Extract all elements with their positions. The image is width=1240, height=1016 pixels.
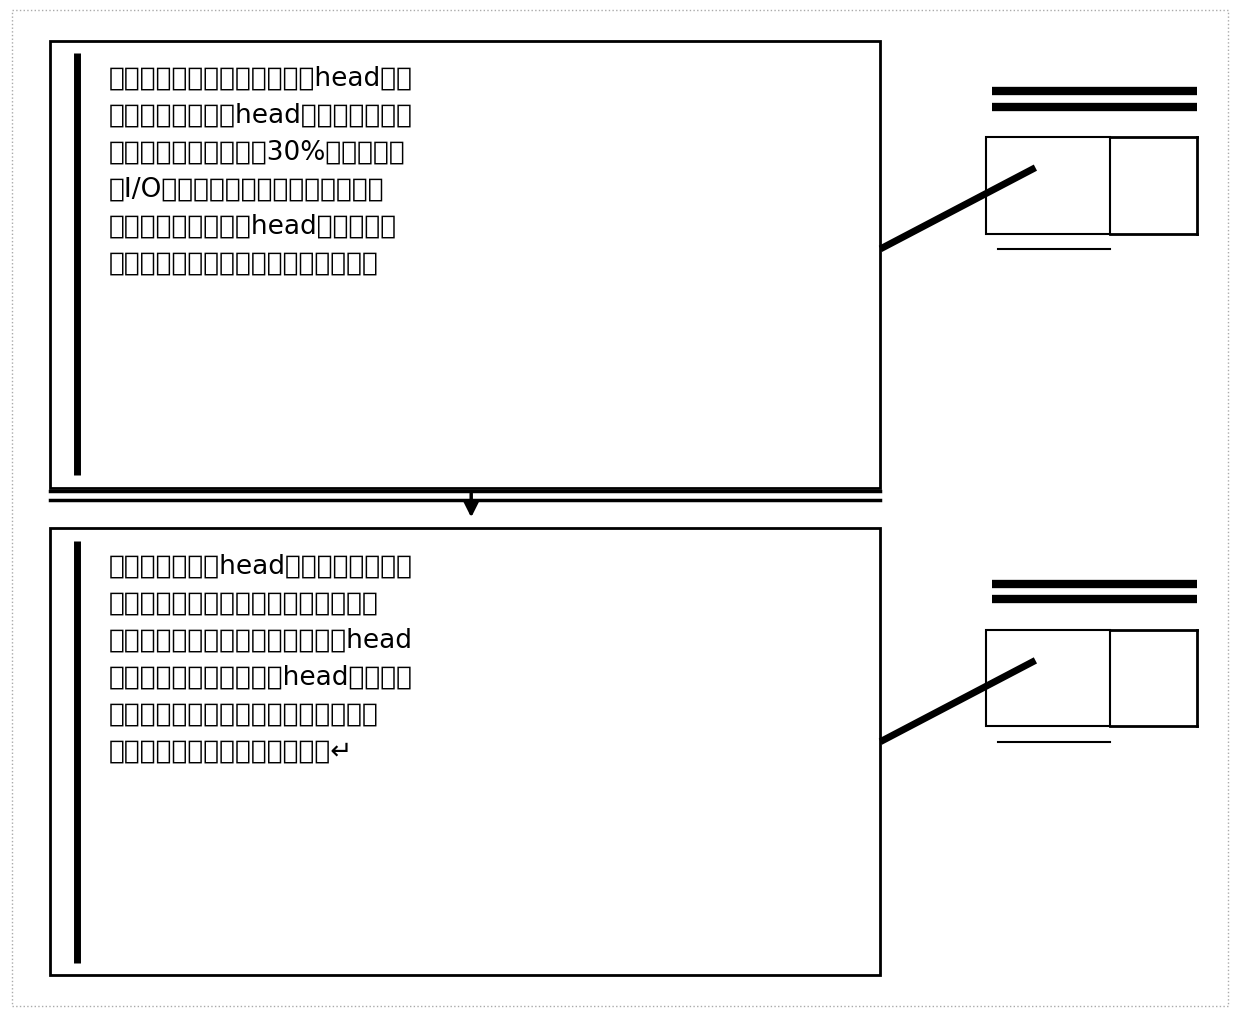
Bar: [50, 528, 880, 975]
Bar: [986, 630, 1110, 726]
Text: S1↵: S1↵: [1035, 178, 1085, 198]
Bar: [986, 137, 1110, 234]
Bar: [50, 41, 880, 488]
Text: S2↵: S2↵: [1035, 671, 1085, 691]
Text: 每隔预定时间对head文件进行一次快照
操作，如果发生异常情况，需要及时验
证数据的一致性时，只需计算新的head
文件的哈希值，并将新的head文件的哈
希值: 每隔预定时间对head文件进行一次快照 操作，如果发生异常情况，需要及时验 证数…: [109, 554, 413, 765]
Text: 在系统处于空闲状态时，判断head文件
的数据写入量，当head文件的数据写入
量达到存储组件容量的30%以上时，采
用I/O重定向技术创建一次快照文件，
继续: 在系统处于空闲状态时，判断head文件 的数据写入量，当head文件的数据写入 …: [109, 66, 413, 277]
